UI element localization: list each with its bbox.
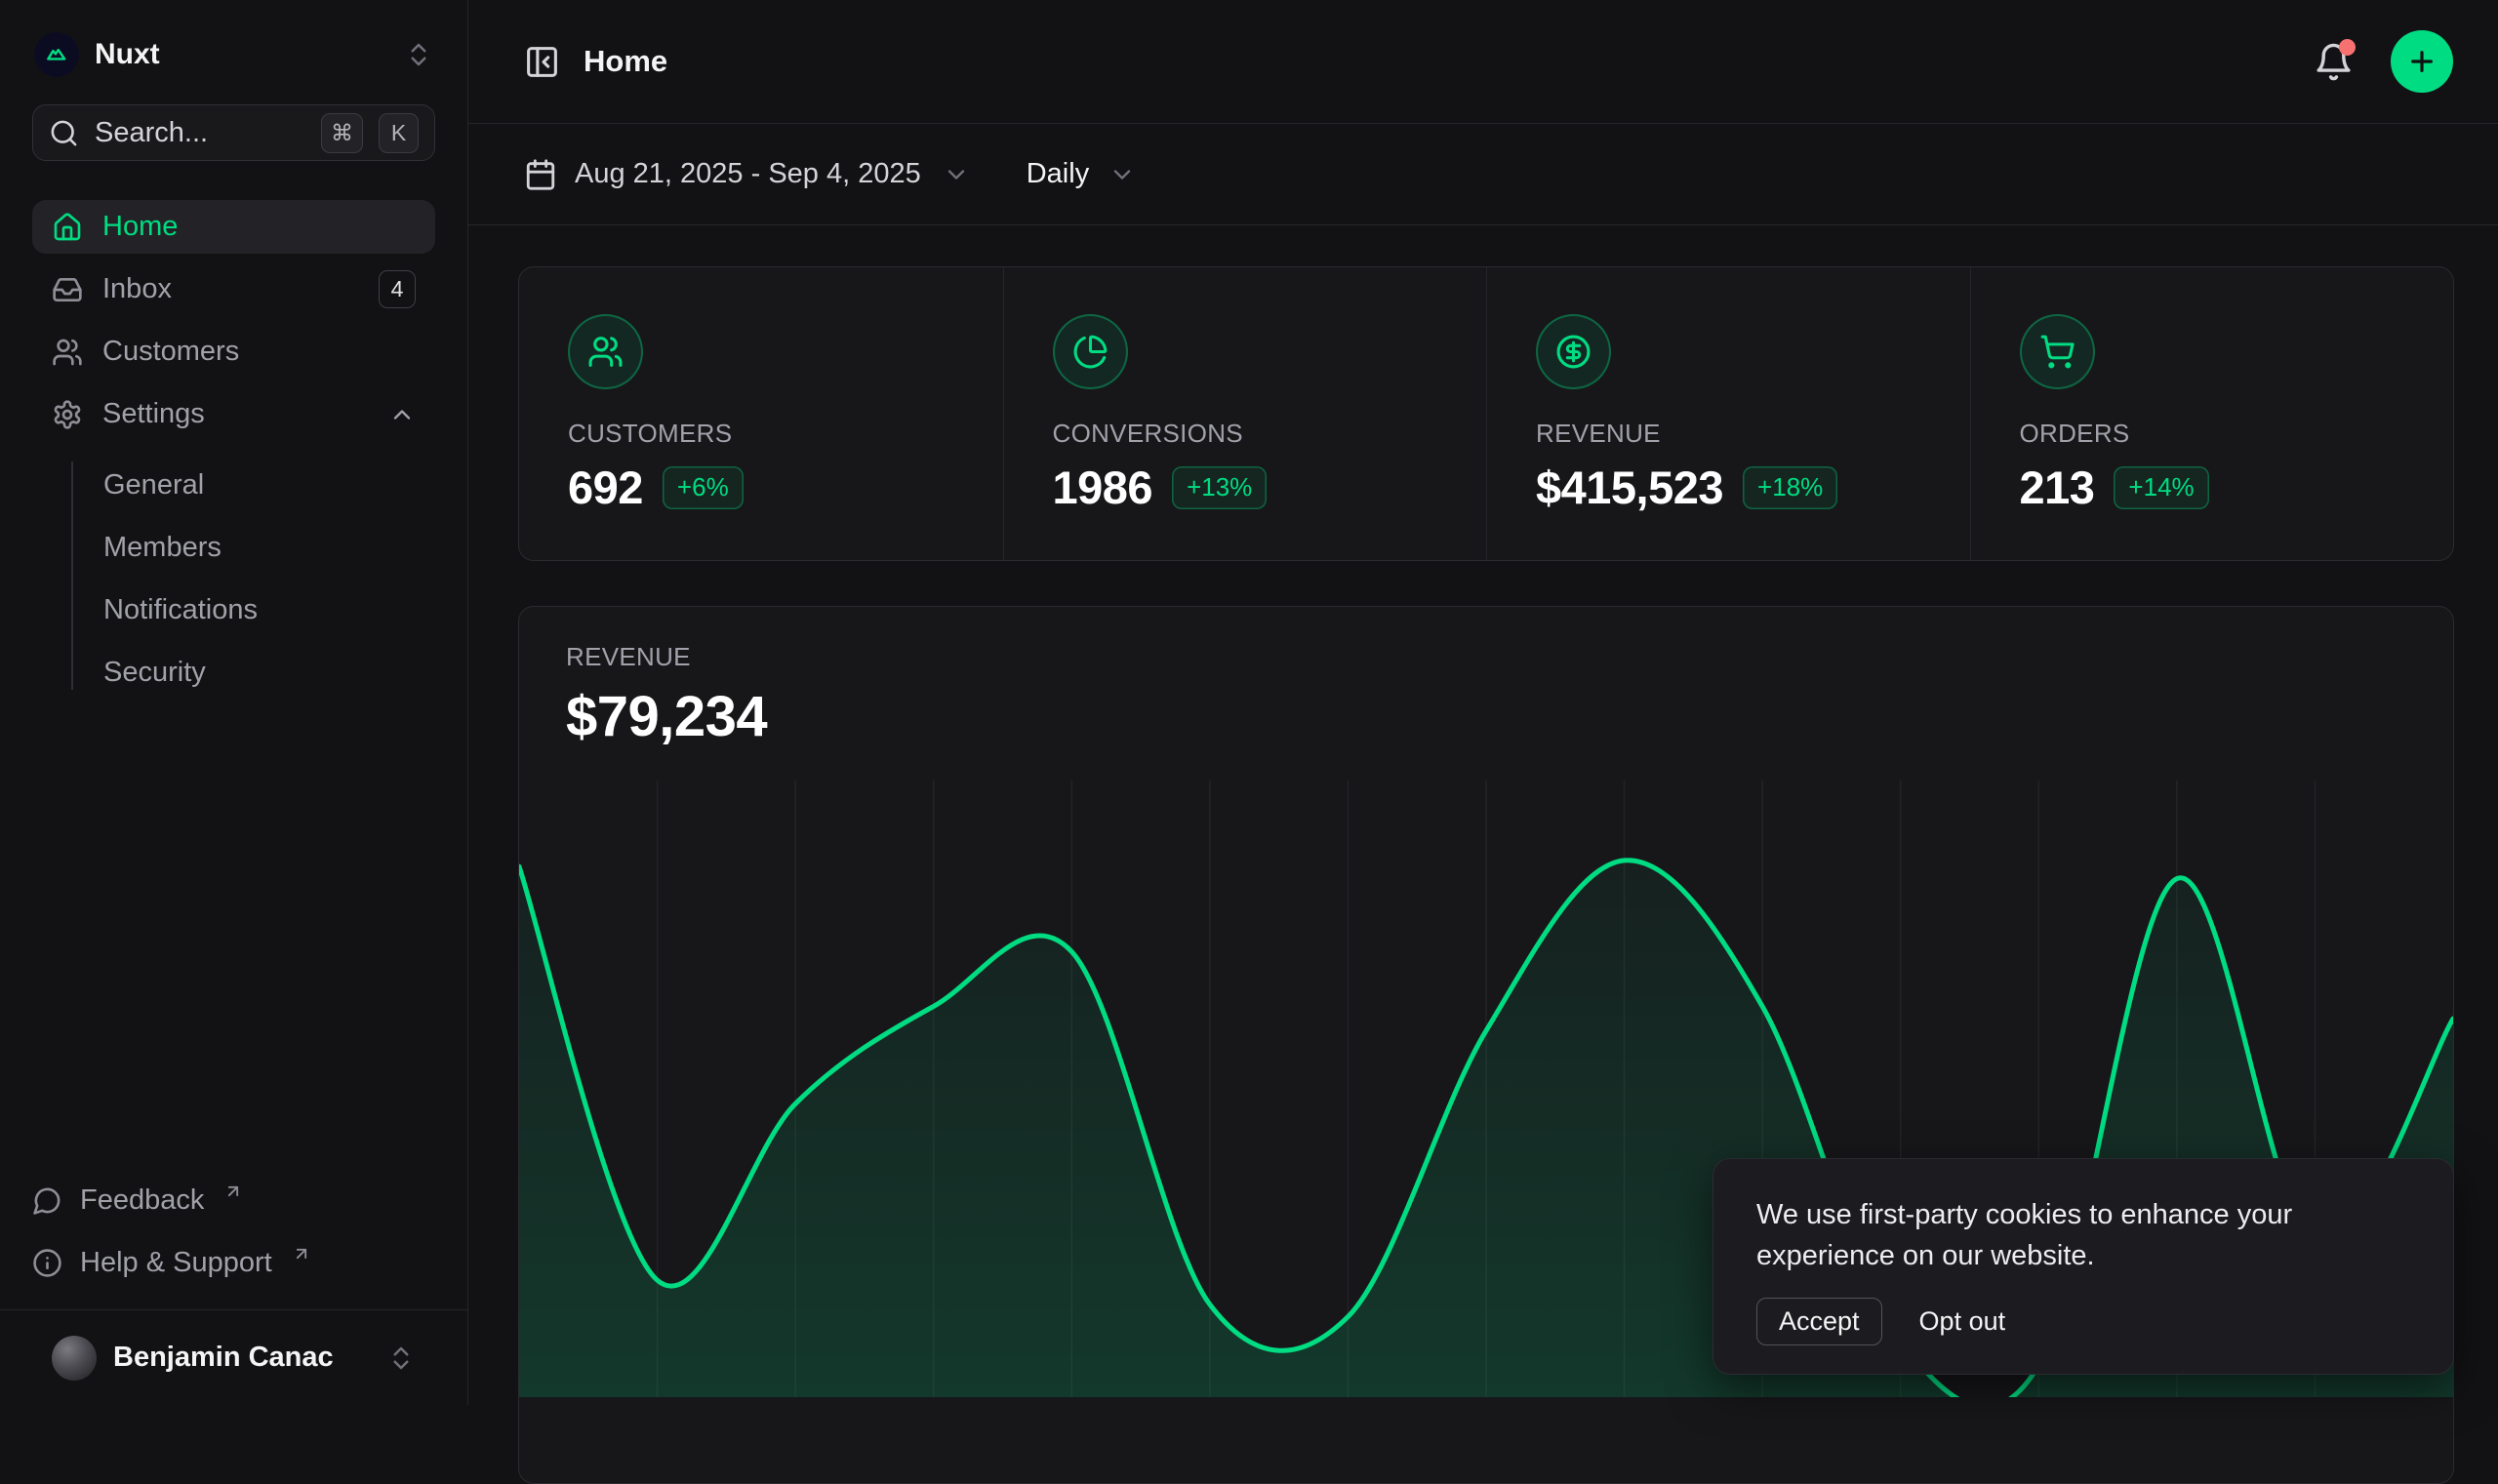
stat-label: CUSTOMERS: [568, 419, 954, 449]
calendar-icon: [524, 158, 557, 191]
stat-value: $415,523: [1536, 461, 1723, 514]
date-range-value: Aug 21, 2025 - Sep 4, 2025: [575, 158, 921, 190]
sidebar-item-label: Inbox: [102, 273, 172, 305]
sidebar: Nuxt Search... ⌘ K Home: [0, 0, 468, 1405]
feedback-link[interactable]: Feedback: [32, 1169, 435, 1231]
revenue-chart-value: $79,234: [566, 684, 2406, 749]
accept-button[interactable]: Accept: [1756, 1298, 1882, 1345]
users-icon: [52, 337, 83, 368]
cookie-banner: We use first-party cookies to enhance yo…: [1712, 1158, 2454, 1375]
sidebar-nav: Home Inbox 4 Customers Settings: [32, 200, 435, 703]
sidebar-item-security[interactable]: Security: [103, 641, 435, 703]
chevrons-up-down-icon: [386, 1344, 416, 1373]
collapse-sidebar-icon[interactable]: [524, 44, 560, 80]
sidebar-item-customers[interactable]: Customers: [32, 325, 435, 379]
cookie-message: We use first-party cookies to enhance yo…: [1756, 1194, 2322, 1276]
app-root: Nuxt Search... ⌘ K Home: [0, 0, 2498, 1405]
stat-delta-badge: +14%: [2114, 466, 2208, 509]
feedback-label: Feedback: [80, 1184, 204, 1217]
sidebar-item-label: Home: [102, 211, 178, 243]
user-name: Benjamin Canac: [113, 1342, 334, 1374]
stat-orders[interactable]: ORDERS 213 +14%: [1970, 267, 2454, 560]
help-support-link[interactable]: Help & Support: [32, 1231, 435, 1294]
nuxt-logo-icon: [34, 32, 79, 77]
stat-label: ORDERS: [2020, 419, 2405, 449]
chevron-down-icon: [1108, 161, 1136, 188]
topbar: Home: [468, 0, 2498, 124]
stat-delta-badge: +13%: [1172, 466, 1267, 509]
sidebar-item-label: Settings: [102, 398, 205, 430]
stat-value: 213: [2020, 461, 2095, 514]
workspace-switcher[interactable]: Nuxt: [32, 32, 435, 77]
search-icon: [49, 118, 79, 148]
users-icon: [568, 314, 643, 389]
opt-out-button[interactable]: Opt out: [1919, 1306, 2006, 1337]
inbox-count-badge: 4: [379, 270, 416, 308]
sidebar-item-notifications[interactable]: Notifications: [103, 579, 435, 641]
help-support-label: Help & Support: [80, 1247, 272, 1279]
sidebar-item-general[interactable]: General: [103, 454, 435, 516]
message-bubble-icon: [32, 1185, 62, 1216]
stat-delta-badge: +6%: [663, 466, 744, 509]
add-button[interactable]: [2391, 30, 2453, 93]
external-link-icon: [223, 1182, 243, 1201]
chevron-down-icon: [943, 161, 970, 188]
avatar: [52, 1336, 97, 1381]
stat-revenue[interactable]: REVENUE $415,523 +18%: [1486, 267, 1970, 560]
pie-chart-icon: [1053, 314, 1128, 389]
workspace-name: Nuxt: [95, 38, 160, 71]
shopping-cart-icon: [2020, 314, 2095, 389]
granularity-select[interactable]: Daily: [1027, 158, 1136, 190]
topbar-actions: [2314, 30, 2453, 93]
stats-card: CUSTOMERS 692 +6% CONVERSIONS 1986 +13%: [518, 266, 2454, 561]
dollar-circle-icon: [1536, 314, 1611, 389]
search-input[interactable]: Search... ⌘ K: [32, 104, 435, 161]
granularity-value: Daily: [1027, 158, 1089, 190]
kbd-k: K: [379, 113, 419, 153]
stat-customers[interactable]: CUSTOMERS 692 +6%: [519, 267, 1003, 560]
external-link-icon: [292, 1244, 311, 1263]
sidebar-item-inbox[interactable]: Inbox 4: [32, 262, 435, 316]
sidebar-item-settings[interactable]: Settings: [32, 387, 435, 441]
sidebar-footer: Feedback Help & Support Benjamin Canac: [32, 1169, 435, 1405]
date-range-picker[interactable]: Aug 21, 2025 - Sep 4, 2025: [524, 158, 970, 191]
home-icon: [52, 212, 83, 243]
search-placeholder: Search...: [95, 117, 305, 149]
sidebar-item-label: Customers: [102, 336, 239, 368]
stat-label: REVENUE: [1536, 419, 1921, 449]
stat-label: CONVERSIONS: [1053, 419, 1438, 449]
sidebar-item-home[interactable]: Home: [32, 200, 435, 254]
gear-icon: [52, 399, 83, 430]
user-menu[interactable]: Benjamin Canac: [32, 1310, 435, 1405]
filter-bar: Aug 21, 2025 - Sep 4, 2025 Daily: [468, 124, 2498, 225]
settings-subnav: General Members Notifications Security: [32, 454, 435, 703]
inbox-icon: [52, 274, 83, 305]
main-area: Home Aug 21, 2025 - Sep 4, 2025: [468, 0, 2498, 1405]
info-circle-icon: [32, 1248, 62, 1278]
page-title: Home: [584, 44, 667, 79]
chevrons-up-down-icon: [404, 40, 433, 69]
revenue-chart-header: REVENUE $79,234: [519, 607, 2453, 749]
notification-dot: [2339, 39, 2356, 56]
stat-value: 1986: [1053, 461, 1153, 514]
stat-conversions[interactable]: CONVERSIONS 1986 +13%: [1003, 267, 1487, 560]
chevron-up-icon: [388, 401, 416, 428]
kbd-cmd: ⌘: [321, 113, 363, 153]
stat-value: 692: [568, 461, 643, 514]
plus-icon: [2406, 46, 2438, 77]
notifications-button[interactable]: [2314, 42, 2354, 82]
sidebar-item-members[interactable]: Members: [103, 516, 435, 579]
stat-delta-badge: +18%: [1743, 466, 1837, 509]
revenue-chart-label: REVENUE: [566, 642, 2406, 672]
